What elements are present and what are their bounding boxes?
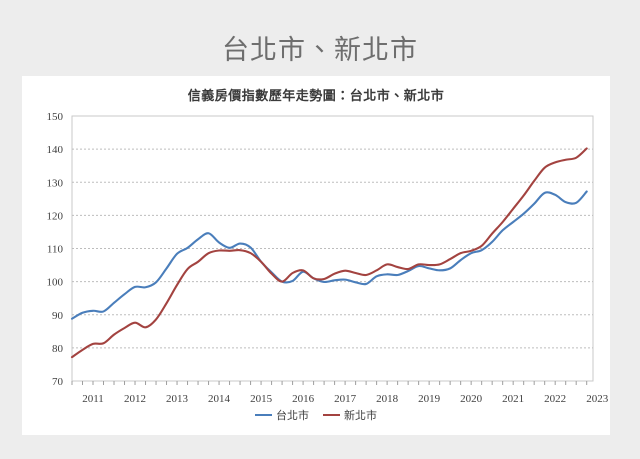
y-axis-tick-label: 110 bbox=[47, 244, 64, 256]
legend-item-new-taipei[interactable]: 新北市 bbox=[323, 407, 377, 423]
x-axis-tick-label: 2018 bbox=[376, 393, 399, 405]
y-axis-tick-label: 100 bbox=[47, 277, 64, 289]
legend-swatch-taipei-icon bbox=[255, 414, 272, 416]
y-axis-tick-label: 80 bbox=[52, 343, 64, 355]
page-title: 台北市、新北市 bbox=[222, 35, 418, 66]
x-axis-tick-label: 2017 bbox=[334, 393, 357, 405]
x-axis-tick-label: 2021 bbox=[502, 393, 524, 405]
legend-label-taipei: 台北市 bbox=[276, 410, 309, 422]
legend-item-taipei[interactable]: 台北市 bbox=[255, 407, 309, 423]
x-axis-tick-label: 2013 bbox=[166, 393, 189, 405]
y-axis-tick-label: 120 bbox=[47, 210, 64, 222]
chart-title: 信義房價指數歷年走勢圖：台北市、新北市 bbox=[187, 88, 445, 103]
y-axis-tick-label: 130 bbox=[47, 177, 64, 189]
series-line-taipei bbox=[70, 190, 588, 320]
x-axis-tick-label: 2022 bbox=[544, 393, 566, 405]
x-axis-tick-label: 2016 bbox=[292, 393, 315, 405]
x-axis-tick-label: 2020 bbox=[460, 393, 483, 405]
x-axis-tick-label: 2014 bbox=[208, 393, 231, 405]
x-axis-tick-label: 2023 bbox=[586, 393, 609, 405]
y-axis-tick-label: 150 bbox=[47, 111, 64, 123]
chart-card: 信義房價指數歷年走勢圖：台北市、新北市 70 80 90 100 110 120 130 14… bbox=[22, 76, 610, 435]
x-axis-tick-label: 2019 bbox=[418, 393, 441, 405]
line-chart: 70 80 90 100 110 120 130 140 150 2011 2012 2013 2014… bbox=[47, 111, 609, 405]
legend-swatch-new-taipei-icon bbox=[323, 414, 340, 416]
y-axis-tick-label: 90 bbox=[52, 310, 64, 322]
series-line-new-taipei bbox=[70, 147, 588, 359]
x-axis-tick-label: 2015 bbox=[250, 393, 273, 405]
chart-legend: 台北市 新北市 bbox=[22, 407, 610, 423]
x-axis-tick-label: 2012 bbox=[124, 393, 146, 405]
chart-plot-area: 70 80 90 100 110 120 130 140 150 2011 2012 2013 2014… bbox=[22, 76, 610, 435]
x-axis-tick-label: 2011 bbox=[82, 393, 104, 405]
legend-label-new-taipei: 新北市 bbox=[344, 410, 377, 422]
y-axis-tick-label: 70 bbox=[52, 376, 64, 388]
y-axis-tick-label: 140 bbox=[47, 144, 64, 156]
